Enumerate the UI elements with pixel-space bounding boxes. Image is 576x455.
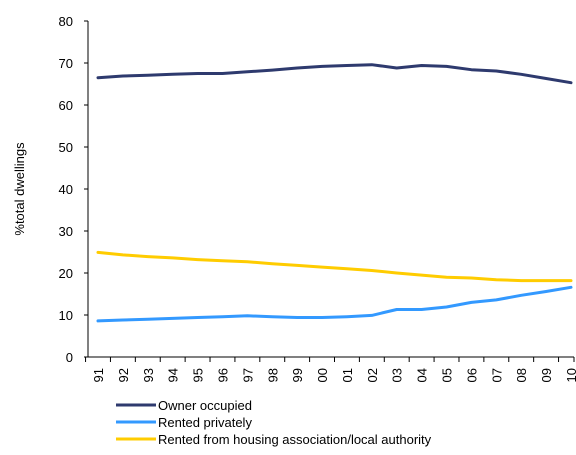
- x-tick-label: 98: [265, 368, 280, 382]
- y-tick-label: 70: [59, 56, 73, 71]
- legend: Owner occupied Rented privately Rented fro…: [116, 398, 432, 447]
- y-tick-label: 60: [59, 98, 73, 113]
- series-line-2: [96, 285, 573, 323]
- x-axis: 91 92 93 94 95 96 97 98 99 00 01 02 03 04 05 06 07 08 09 10: [85, 356, 576, 382]
- y-tick-label: 10: [59, 308, 73, 323]
- x-tick-label: 05: [440, 368, 455, 382]
- series-line-1: [96, 63, 573, 85]
- x-tick-label: 93: [141, 368, 156, 382]
- x-tick-label: 08: [514, 368, 529, 382]
- x-tick-label: 00: [315, 368, 330, 382]
- y-tick-label: 40: [59, 182, 73, 197]
- x-tick-label: 07: [489, 368, 504, 382]
- x-tick-label: 99: [290, 368, 305, 382]
- x-tick-label: 96: [215, 368, 230, 382]
- legend-label: Rented from housing association/local au…: [158, 432, 432, 447]
- y-tick-label: 20: [59, 266, 73, 281]
- x-tick-label: 06: [464, 368, 479, 382]
- x-tick-label: 09: [539, 368, 554, 382]
- x-tick-label: 97: [240, 368, 255, 382]
- x-tick-label: 94: [166, 368, 181, 382]
- y-tick-label: 50: [59, 140, 73, 155]
- series-lines: [96, 63, 573, 323]
- x-tick-label: 02: [365, 368, 380, 382]
- series-line-3: [96, 250, 573, 283]
- legend-label: Owner occupied: [158, 398, 252, 413]
- x-tick-label: 91: [91, 368, 106, 382]
- y-tick-label: 30: [59, 224, 73, 239]
- legend-label: Rented privately: [158, 415, 252, 430]
- x-tick-label: 10: [564, 368, 576, 382]
- x-tick-label: 95: [191, 368, 206, 382]
- x-tick-label: 01: [340, 368, 355, 382]
- x-tick-label: 03: [390, 368, 405, 382]
- y-axis-title: %total dwellings: [12, 142, 27, 236]
- y-tick-label: 0: [66, 350, 73, 365]
- y-axis: 0 10 20 30 40 50 60 70 80: [59, 14, 89, 365]
- y-tick-label: 80: [59, 14, 73, 29]
- x-tick-label: 04: [415, 368, 430, 382]
- x-tick-label: 92: [116, 368, 131, 382]
